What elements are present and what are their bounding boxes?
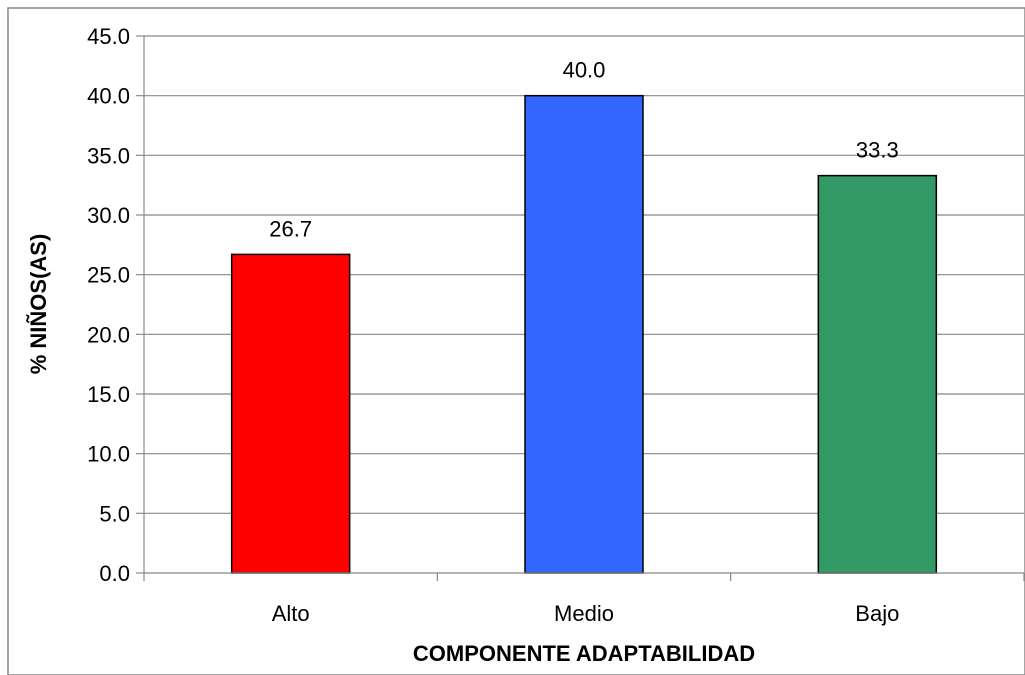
bar-bajo	[817, 174, 938, 574]
y-tick-label: 15.0	[87, 382, 130, 407]
y-tick-label: 20.0	[87, 322, 130, 347]
x-tick-label: Alto	[272, 601, 310, 626]
y-tick-label: 40.0	[87, 84, 130, 109]
y-tick-label: 10.0	[87, 442, 130, 467]
x-tick-label: Medio	[554, 601, 614, 626]
y-tick-label: 30.0	[87, 203, 130, 228]
data-label: 33.3	[856, 138, 899, 163]
x-tick-label: Bajo	[855, 601, 899, 626]
bars	[230, 94, 938, 574]
y-tick-label: 25.0	[87, 263, 130, 288]
y-axis-title: % NIÑOS(AS)	[26, 234, 51, 375]
bar-medio	[524, 94, 644, 574]
y-tick-label: 5.0	[99, 501, 130, 526]
axes	[136, 35, 1025, 581]
x-axis-title: COMPONENTE ADAPTABILIDAD	[413, 641, 755, 666]
y-tick-label: 35.0	[87, 143, 130, 168]
y-tick-label: 0.0	[99, 561, 130, 586]
bar-alto	[230, 253, 351, 574]
data-label: 40.0	[563, 58, 606, 83]
labels: 0.0 5.0 10.0 15.0 20.0 25.0 30.0 35.0 40.0 45.0 Al…	[87, 24, 899, 626]
y-tick-label: 45.0	[87, 24, 130, 49]
data-label: 26.7	[269, 216, 312, 241]
